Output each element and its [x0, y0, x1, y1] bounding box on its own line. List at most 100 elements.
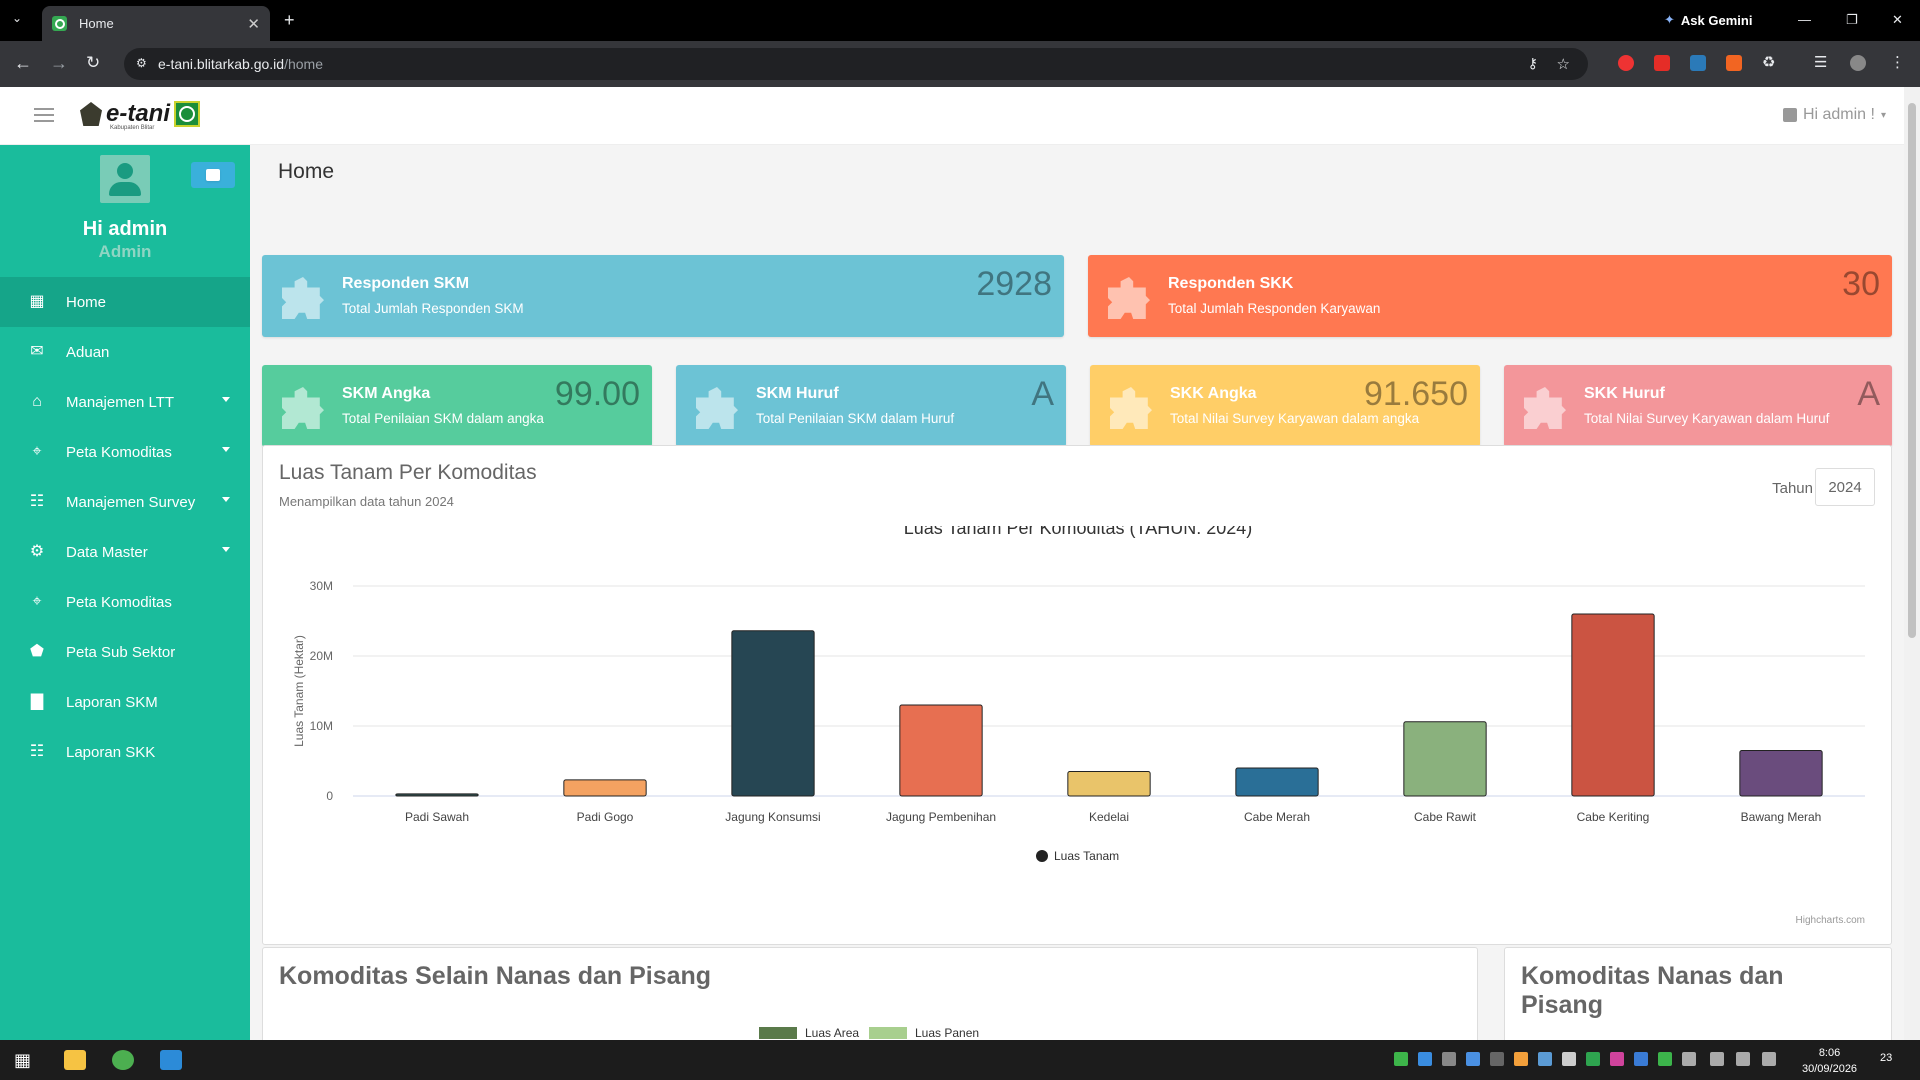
notification-count[interactable]: 23	[1880, 1052, 1893, 1064]
stat-card-skm-huruf[interactable]: SKM Huruf Total Penilaian SKM dalam Huruf…	[676, 365, 1066, 447]
windows-start-icon[interactable]: ▦	[14, 1050, 32, 1070]
sidebar-greeting: Hi admin	[82, 218, 168, 240]
top-header: e-tani Kabupaten Blitar Hi admin ! ▾	[0, 87, 1920, 145]
year-select[interactable]: 2024	[1815, 468, 1875, 506]
tray-app-icon[interactable]	[1442, 1052, 1456, 1066]
panel-subtitle: Menampilkan data tahun 2024	[279, 494, 454, 509]
y-tick-label: 30M	[310, 579, 333, 593]
sidebar-item-peta-komoditas[interactable]: ⌖ Peta Komoditas	[0, 427, 250, 477]
sidebar-item-laporan-skm[interactable]: ▇ Laporan SKM	[0, 677, 250, 727]
address-bar[interactable]: ⚙ e-tani.blitarkab.go.id/home ☆ ⚷	[124, 48, 1588, 80]
y-tick-label: 20M	[310, 649, 333, 663]
e-tani-logo[interactable]: e-tani Kabupaten Blitar	[80, 101, 201, 131]
sidebar-item-aduan[interactable]: ✉ Aduan	[0, 327, 250, 377]
volume-icon[interactable]	[1736, 1052, 1750, 1066]
close-tab-icon[interactable]: ✕	[247, 15, 260, 33]
tray-app-icon[interactable]	[1418, 1052, 1432, 1066]
password-key-icon[interactable]: ⚷	[1527, 55, 1538, 71]
extension-orange-icon[interactable]	[1726, 55, 1742, 71]
browser-menu-icon[interactable]: ⋮	[1890, 54, 1905, 71]
komoditas-panel-title: Komoditas Selain Nanas dan Pisang	[279, 962, 712, 990]
extension-youtube-icon[interactable]	[1654, 55, 1670, 71]
extension-red-icon[interactable]	[1618, 55, 1634, 71]
stat-card-skk-huruf[interactable]: SKK Huruf Total Nilai Survey Karyawan dal…	[1504, 365, 1892, 447]
vscode-icon[interactable]	[160, 1050, 182, 1070]
sidebar-item-peta-komoditas[interactable]: ⌖ Peta Komoditas	[0, 577, 250, 627]
tray-app-icon[interactable]	[1394, 1052, 1408, 1066]
minimize-icon[interactable]: —	[1798, 12, 1811, 27]
extensions-puzzle-icon[interactable]: ♻	[1762, 54, 1776, 71]
legend-swatch	[759, 1027, 797, 1039]
stat-card-skk-angka[interactable]: SKK Angka Total Nilai Survey Karyawan dal…	[1090, 365, 1480, 447]
x-tick-label: Jagung Pembenihan	[886, 810, 996, 824]
stat-card-responden-skm[interactable]: Responden SKM Total Jumlah Responden SKM 2…	[262, 255, 1064, 337]
battery-icon[interactable]	[1762, 1052, 1776, 1066]
x-tick-label: Jagung Konsumsi	[725, 810, 820, 824]
tab-search-chevron-icon[interactable]: ⌄	[12, 11, 23, 25]
tray-app-icon[interactable]	[1586, 1052, 1600, 1066]
bluetooth-icon[interactable]	[1634, 1052, 1648, 1066]
id-card-icon	[206, 169, 220, 181]
tray-app-icon[interactable]	[1466, 1052, 1480, 1066]
sidebar-item-label: Laporan SKK	[66, 743, 156, 761]
site-info-icon[interactable]: ⚙	[136, 56, 147, 70]
new-tab-button[interactable]: +	[284, 10, 295, 30]
profile-avatar-icon[interactable]	[1850, 55, 1866, 71]
card-subtitle: Total Nilai Survey Karyawan dalam angka	[1170, 411, 1420, 426]
legend-item-luas-area[interactable]: Luas Area	[759, 1026, 859, 1040]
card-value: 91.650	[1364, 375, 1468, 413]
tray-app-icon[interactable]	[1658, 1052, 1672, 1066]
restore-icon[interactable]: ❐	[1846, 12, 1858, 27]
gear-icon: ⚙	[29, 543, 45, 560]
stat-card-skm-angka[interactable]: SKM Angka Total Penilaian SKM dalam angka…	[262, 365, 652, 447]
wifi-icon[interactable]	[1682, 1052, 1696, 1066]
back-icon[interactable]: ←	[14, 53, 32, 73]
page-scrollbar[interactable]	[1904, 87, 1920, 1040]
bar-kedelai	[1067, 771, 1151, 797]
bar-cabe-rawit	[1403, 721, 1487, 797]
profile-dropdown-button[interactable]: ▾	[191, 162, 235, 188]
scrollbar-thumb[interactable]	[1908, 103, 1916, 638]
tray-app-icon[interactable]	[1490, 1052, 1504, 1066]
chrome-icon[interactable]	[112, 1050, 134, 1070]
network-icon[interactable]	[1710, 1052, 1724, 1066]
sidebar-item-home[interactable]: ▦ Home	[0, 277, 250, 327]
tray-app-icon[interactable]	[1538, 1052, 1552, 1066]
sidebar-item-peta-sub-sektor[interactable]: ⬟ Peta Sub Sektor	[0, 627, 250, 677]
stat-card-responden-skk[interactable]: Responden SKK Total Jumlah Responden Kary…	[1088, 255, 1892, 337]
reading-list-icon[interactable]: ☰	[1814, 54, 1828, 71]
forward-icon[interactable]: →	[50, 53, 68, 73]
tag-icon: ⬟	[30, 643, 44, 660]
bookmark-star-icon[interactable]: ☆	[1556, 56, 1570, 73]
highcharts-credit[interactable]: Highcharts.com	[1795, 915, 1865, 926]
sidebar-item-label: Peta Komoditas	[66, 443, 172, 461]
menu-toggle-icon[interactable]	[34, 108, 54, 122]
url-host: e-tani.blitarkab.go.id	[158, 56, 285, 72]
sidebar: ▾ Hi admin Admin ▦ Home ✉ Aduan ⌂ Manajemen L…	[0, 145, 250, 1040]
sidebar-item-manajemen-survey[interactable]: ☷ Manajemen Survey	[0, 477, 250, 527]
tray-app-icon[interactable]	[1514, 1052, 1528, 1066]
x-tick-label: Cabe Merah	[1244, 810, 1310, 824]
map-pin-add-icon: ⌖	[32, 443, 42, 460]
sidebar-item-laporan-skk[interactable]: ☷ Laporan SKK	[0, 727, 250, 777]
ask-gemini-button[interactable]: ✦ Ask Gemini	[1664, 12, 1752, 28]
extension-s-icon[interactable]	[1690, 55, 1706, 71]
x-tick-label: Bawang Merah	[1741, 810, 1822, 824]
luas-tanam-panel: Luas Tanam Per Komoditas Menampilkan dat…	[262, 445, 1892, 945]
sidebar-item-manajemen-ltt[interactable]: ⌂ Manajemen LTT	[0, 377, 250, 427]
browser-tab[interactable]: Home ✕	[42, 6, 270, 41]
tray-app-icon[interactable]	[1610, 1052, 1624, 1066]
reload-icon[interactable]: ↻	[86, 53, 101, 72]
card-subtitle: Total Jumlah Responden SKM	[342, 301, 524, 316]
taskbar-clock[interactable]: 8:06 30/09/2026	[1802, 1045, 1857, 1077]
window-close-icon[interactable]: ✕	[1892, 12, 1903, 27]
tray-app-icon[interactable]	[1562, 1052, 1576, 1066]
file-explorer-icon[interactable]	[64, 1050, 86, 1070]
user-menu[interactable]: Hi admin ! ▾	[1782, 106, 1886, 124]
year-label: Tahun	[1772, 480, 1813, 497]
legend-item-luas-panen[interactable]: Luas Panen	[869, 1026, 979, 1040]
bar-bawang-merah	[1739, 750, 1823, 797]
gemini-sparkle-icon: ✦	[1664, 12, 1675, 27]
sidebar-item-data-master[interactable]: ⚙ Data Master	[0, 527, 250, 577]
clock-time: 8:06	[1818, 1047, 1841, 1059]
